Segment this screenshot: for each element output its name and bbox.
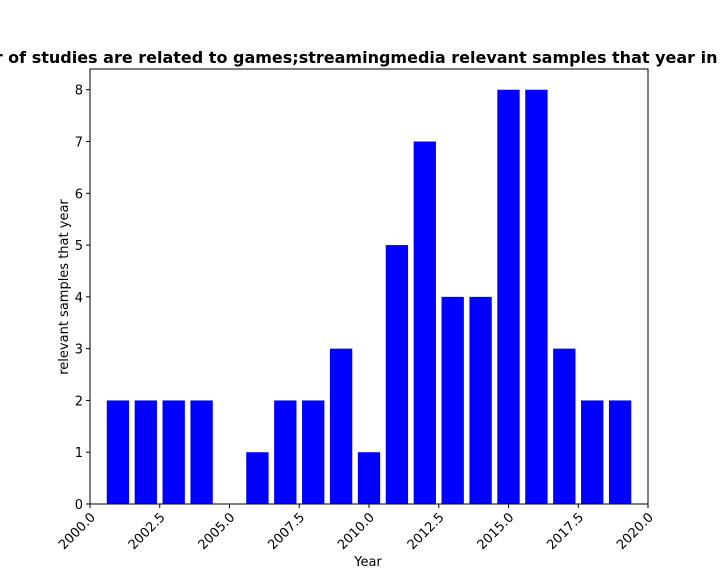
x-tick-label: 2012.5 [405, 510, 448, 553]
bar-2012 [413, 141, 436, 504]
x-axis-label: Year [353, 555, 382, 570]
y-tick-label: 4 [75, 291, 83, 306]
x-tick-label: 2005.0 [196, 510, 239, 553]
y-axis-ticks: 0 1 2 3 4 5 6 7 8 [75, 84, 90, 513]
x-tick-label: 2017.5 [544, 510, 587, 553]
y-axis-label: relevant samples that year [57, 199, 72, 375]
x-tick-label: 2010.0 [335, 510, 378, 553]
y-tick-label: 1 [75, 446, 83, 461]
bar-2009 [329, 348, 353, 504]
bar-2004 [190, 400, 213, 504]
chart-title: Number of studies are related to games;s… [0, 48, 720, 67]
x-tick-label: 2002.5 [126, 510, 169, 553]
y-tick-label: 7 [75, 136, 83, 151]
bar-2002 [134, 400, 157, 504]
bar-2016 [525, 89, 548, 504]
x-tick-label: 2020.0 [614, 510, 657, 553]
bar-2003 [162, 400, 185, 504]
bar-2018 [581, 400, 604, 504]
x-axis-ticks: 2000.0 2002.5 2005.0 2007.5 2010.0 2012.5 2015… [56, 504, 657, 553]
y-tick-label: 3 [75, 343, 83, 358]
x-tick-label: 2007.5 [265, 510, 308, 553]
bar-2015 [497, 89, 520, 504]
bar-2011 [385, 245, 409, 505]
bar-2013 [441, 296, 464, 504]
bars-group [106, 89, 632, 505]
bar-2006 [246, 452, 269, 504]
bar-2019 [608, 400, 632, 504]
bar-2008 [302, 400, 325, 504]
y-tick-label: 2 [75, 394, 83, 409]
x-tick-label: 2015.0 [475, 510, 518, 553]
y-tick-label: 6 [75, 187, 83, 202]
y-tick-label: 8 [75, 84, 83, 99]
bar-2001 [106, 400, 130, 504]
bar-2007 [274, 400, 297, 504]
y-tick-label: 5 [75, 239, 83, 254]
x-tick-label: 2000.0 [56, 510, 99, 553]
bar-2017 [553, 348, 576, 504]
bar-2010 [357, 452, 381, 504]
y-tick-label: 0 [75, 498, 83, 513]
bar-2014 [469, 296, 492, 504]
